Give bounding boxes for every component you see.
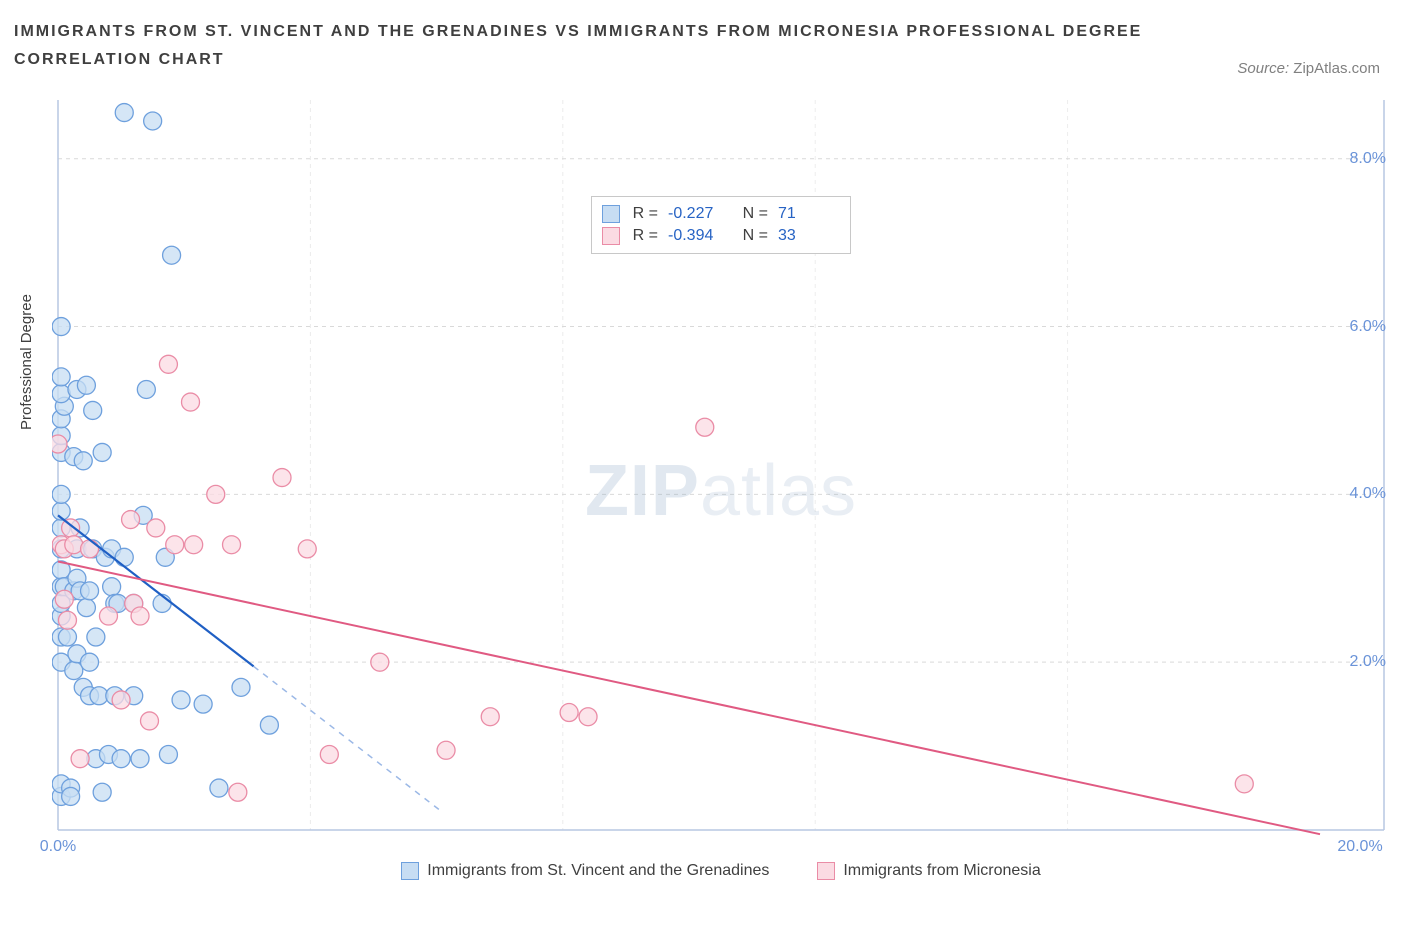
r-label-2: R = (630, 225, 658, 247)
legend-series1: Immigrants from St. Vincent and the Gren… (401, 862, 769, 880)
y-tick-label: 4.0% (1350, 485, 1386, 503)
series2-r-value: -0.394 (668, 225, 730, 247)
series2-n-value: 33 (778, 225, 840, 247)
series2-swatch-bottom (817, 862, 835, 880)
series1-n-value: 71 (778, 203, 840, 225)
series1-swatch-bottom (401, 862, 419, 880)
source-label: Source: (1237, 60, 1289, 77)
source-credit: Source: ZipAtlas.com (1237, 60, 1380, 77)
source-name: ZipAtlas.com (1293, 60, 1380, 77)
legend-stats-row-1: R = -0.227 N = 71 (602, 203, 840, 225)
legend-stats: R = -0.227 N = 71 R = -0.394 N = 33 (591, 196, 851, 254)
n-label-2: N = (740, 225, 768, 247)
x-tick-label-max: 20.0% (1337, 838, 1382, 856)
n-label: N = (740, 203, 768, 225)
y-axis-label: Professional Degree (18, 294, 35, 430)
y-tick-label: 2.0% (1350, 653, 1386, 671)
legend-series: Immigrants from St. Vincent and the Gren… (52, 862, 1390, 880)
chart-area: ZIPatlas R = -0.227 N = 71 R = -0.394 N … (52, 96, 1390, 886)
x-tick-label-min: 0.0% (40, 838, 76, 856)
series2-swatch (602, 227, 620, 245)
series1-name: Immigrants from St. Vincent and the Gren… (427, 862, 769, 880)
series2-name: Immigrants from Micronesia (843, 862, 1040, 880)
y-tick-label: 6.0% (1350, 318, 1386, 336)
series1-swatch (602, 205, 620, 223)
y-tick-label: 8.0% (1350, 150, 1386, 168)
chart-page: IMMIGRANTS FROM ST. VINCENT AND THE GREN… (0, 0, 1406, 930)
r-label: R = (630, 203, 658, 225)
legend-series2: Immigrants from Micronesia (817, 862, 1040, 880)
series1-r-value: -0.227 (668, 203, 730, 225)
legend-stats-row-2: R = -0.394 N = 33 (602, 225, 840, 247)
chart-title: IMMIGRANTS FROM ST. VINCENT AND THE GREN… (14, 18, 1156, 74)
